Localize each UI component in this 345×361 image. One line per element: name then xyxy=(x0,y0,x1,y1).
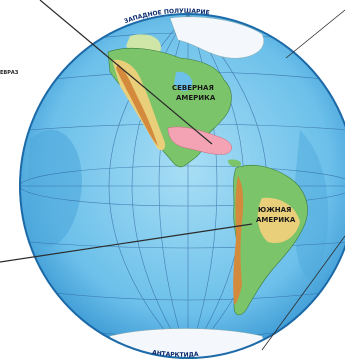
south-america-label-1: ЮЖНАЯ xyxy=(258,206,291,214)
north-america-label-1: СЕВЕРНАЯ xyxy=(172,84,214,92)
greenland-ice xyxy=(169,16,264,59)
north-america-label-2: АМЕРИКА xyxy=(176,94,216,102)
central-america-highlight xyxy=(167,126,233,155)
caribbean-islands xyxy=(228,159,242,167)
south-america-label-2: АМЕРИКА xyxy=(256,216,296,224)
left-edge-label: ЕВРАЗ xyxy=(0,70,19,76)
bottom-arc-label: АНТАРКТИДА xyxy=(152,349,200,359)
pointer-line-north-america xyxy=(39,0,213,145)
pointer-line-south-america xyxy=(0,223,253,263)
globe-rim xyxy=(19,13,345,359)
pointer-line-bottom-right xyxy=(261,235,345,351)
andes-mountains xyxy=(233,176,244,305)
hudson-bay xyxy=(174,71,193,92)
ocean-deep-west xyxy=(25,129,82,247)
rocky-mountains xyxy=(116,64,158,146)
ocean-deep-east xyxy=(293,130,329,278)
brazilian-highlands xyxy=(257,197,300,244)
pointer-line-top-right xyxy=(285,9,345,59)
